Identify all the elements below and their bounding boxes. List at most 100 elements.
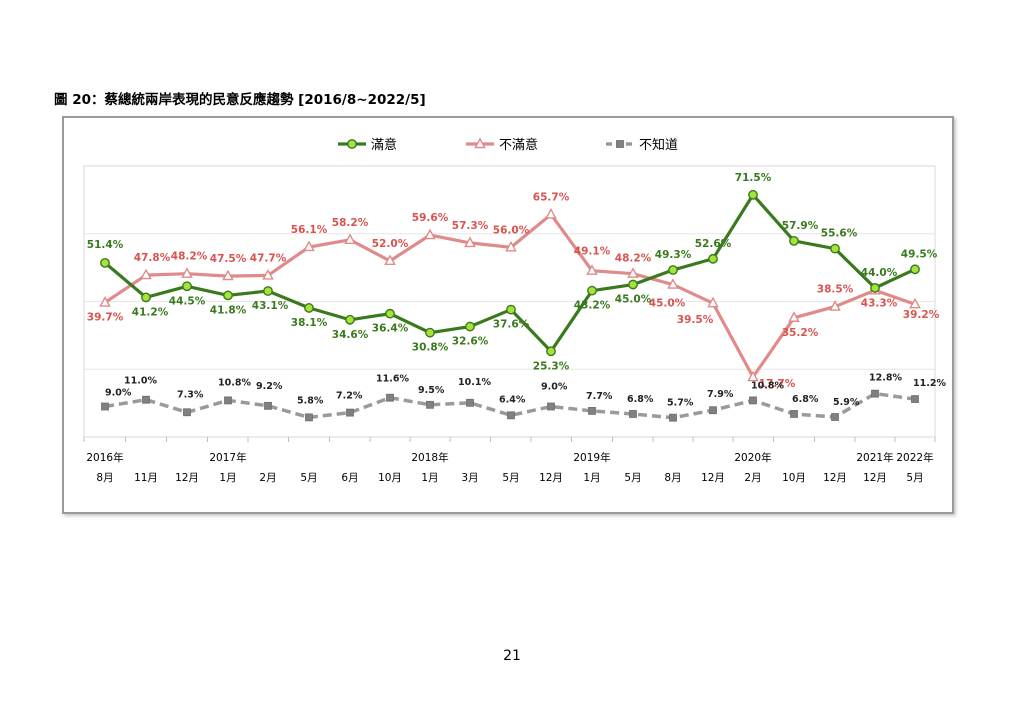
label-unknown: 10.1% <box>458 377 491 388</box>
label-dissatisfied: 39.2% <box>903 309 940 321</box>
point-unknown <box>790 410 798 418</box>
point-dissatisfied <box>627 267 639 278</box>
label-satisfied: 43.2% <box>574 300 611 312</box>
point-unknown <box>305 413 313 422</box>
label-dissatisfied: 58.2% <box>332 217 369 229</box>
point-unknown <box>911 395 919 403</box>
point-unknown <box>588 407 596 415</box>
label-unknown: 9.2% <box>256 381 283 392</box>
label-satisfied: 38.1% <box>291 317 328 329</box>
label-unknown: 5.9% <box>833 397 860 408</box>
point-dissatisfied <box>181 267 193 278</box>
label-dissatisfied: 47.7% <box>250 252 287 264</box>
label-satisfied: 71.5% <box>735 172 772 184</box>
point-dissatisfied <box>707 296 719 308</box>
point-satisfied <box>100 257 110 268</box>
label-dissatisfied: 39.5% <box>677 314 714 326</box>
label-dissatisfied: 65.7% <box>533 191 570 203</box>
point-satisfied <box>385 308 395 319</box>
label-satisfied: 44.0% <box>861 267 898 279</box>
label-dissatisfied: 48.2% <box>171 251 208 263</box>
point-satisfied <box>748 189 758 200</box>
label-dissatisfied: 38.5% <box>817 284 854 296</box>
x-month-label: 10月 <box>378 472 402 484</box>
series-line-unknown <box>104 391 916 420</box>
x-month-label: 5月 <box>906 472 923 484</box>
label-unknown: 6.8% <box>792 394 819 405</box>
label-unknown: 9.0% <box>541 382 568 393</box>
label-satisfied: 43.1% <box>252 300 289 312</box>
point-dissatisfied <box>344 233 356 245</box>
point-dissatisfied <box>140 268 152 280</box>
x-month-label: 12月 <box>539 472 563 484</box>
label-dissatisfied: 48.2% <box>615 253 652 265</box>
label-satisfied: 57.9% <box>782 220 819 232</box>
x-month-label: 12月 <box>863 472 887 484</box>
point-dissatisfied <box>262 268 274 280</box>
label-satisfied: 51.4% <box>87 239 124 251</box>
label-dissatisfied: 39.7% <box>87 312 124 324</box>
x-month-label: 3月 <box>461 472 478 484</box>
point-dissatisfied <box>99 296 111 307</box>
point-dissatisfied <box>667 278 679 289</box>
x-month-label: 1月 <box>583 472 600 484</box>
x-month-label: 12月 <box>823 472 847 484</box>
x-year-label: 2020年 <box>734 451 771 464</box>
label-unknown: 11.6% <box>376 374 409 385</box>
legend-label-unknown: 不知道 <box>639 137 678 153</box>
label-dissatisfied: 17.7% <box>759 378 796 390</box>
point-satisfied <box>304 303 314 313</box>
point-satisfied <box>789 235 799 246</box>
point-satisfied <box>345 314 355 325</box>
label-unknown: 7.7% <box>586 391 613 402</box>
label-satisfied: 45.0% <box>615 294 652 306</box>
legend-label-satisfied: 滿意 <box>371 137 397 153</box>
legend-marker-dissatisfied <box>474 137 486 149</box>
point-unknown <box>142 395 150 404</box>
point-dissatisfied <box>303 240 315 252</box>
label-dissatisfied: 45.0% <box>649 298 686 310</box>
point-dissatisfied <box>829 300 841 311</box>
point-satisfied <box>506 304 516 315</box>
label-dissatisfied: 43.3% <box>861 297 898 309</box>
point-unknown <box>749 396 757 405</box>
x-month-label: 8月 <box>664 472 681 484</box>
point-unknown <box>224 396 232 405</box>
label-unknown: 7.3% <box>177 389 204 400</box>
point-satisfied <box>223 290 233 301</box>
label-satisfied: 25.3% <box>533 360 570 372</box>
label-satisfied: 55.6% <box>821 228 858 240</box>
point-satisfied <box>263 286 273 296</box>
label-satisfied: 52.6% <box>695 238 732 250</box>
point-satisfied <box>870 283 880 293</box>
point-unknown <box>264 401 272 410</box>
point-dissatisfied <box>222 269 234 281</box>
label-satisfied: 44.5% <box>169 295 206 307</box>
point-satisfied <box>708 253 718 264</box>
point-unknown <box>183 408 191 417</box>
label-dissatisfied: 56.0% <box>493 224 530 236</box>
x-month-label: 6月 <box>341 472 358 484</box>
point-dissatisfied <box>788 311 800 322</box>
legend-marker-unknown <box>616 140 624 148</box>
label-dissatisfied: 35.2% <box>782 327 819 339</box>
label-satisfied: 34.6% <box>332 329 369 341</box>
x-year-label: 2016年 <box>86 451 123 464</box>
label-satisfied: 36.4% <box>372 323 409 335</box>
label-unknown: 5.8% <box>297 395 324 406</box>
x-year-label: 2021年 <box>856 451 893 464</box>
point-satisfied <box>141 292 151 303</box>
point-unknown <box>547 402 555 411</box>
label-unknown: 9.5% <box>418 385 445 396</box>
point-dissatisfied <box>505 240 517 252</box>
point-satisfied <box>628 279 638 290</box>
x-month-label: 2月 <box>744 472 761 484</box>
label-satisfied: 49.3% <box>655 249 692 261</box>
point-dissatisfied <box>909 297 921 309</box>
legend-label-dissatisfied: 不滿意 <box>499 137 538 153</box>
label-dissatisfied: 47.5% <box>210 253 247 265</box>
label-dissatisfied: 49.1% <box>574 246 611 258</box>
x-month-label: 11月 <box>134 472 158 484</box>
point-satisfied <box>587 285 597 296</box>
